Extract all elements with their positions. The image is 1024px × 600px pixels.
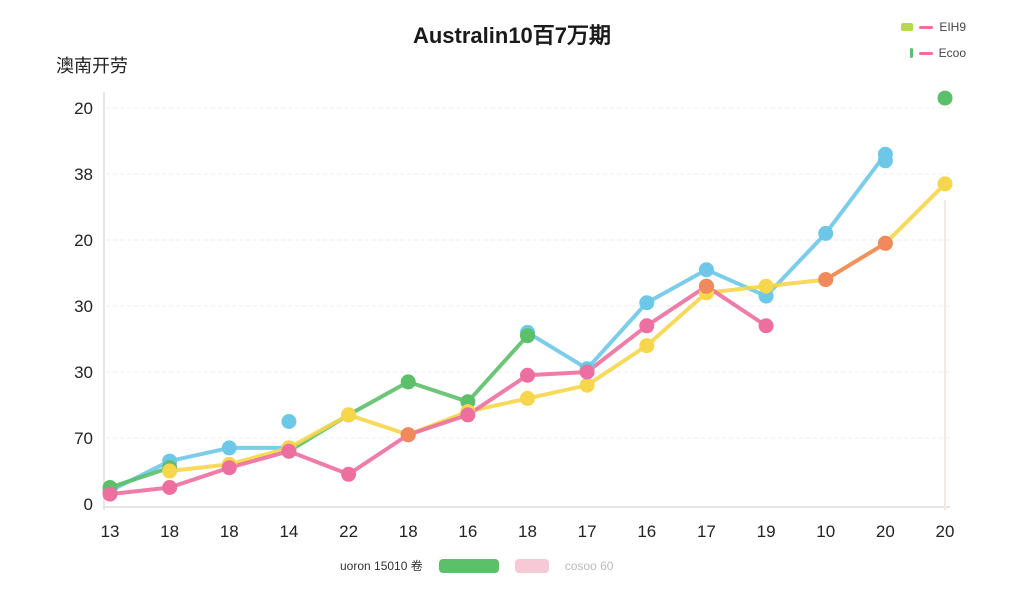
- series-line: [108, 284, 769, 497]
- legend-item-pink[interactable]: Ecoo: [901, 46, 966, 60]
- legend-item-blue[interactable]: EIH9: [901, 20, 966, 34]
- x-tick-label: 13: [101, 522, 120, 541]
- data-point: [221, 460, 237, 476]
- chart-title: Australin10百7万期: [412, 23, 612, 48]
- y-axis-label: 澳南开劳: [56, 56, 128, 76]
- legend-bottom-label: uoron 15010 卷: [340, 559, 423, 573]
- legend-bottom-label: cosoo 60: [564, 558, 614, 573]
- legend-swatch-pink: [919, 25, 934, 29]
- legend-label: Ecoo: [938, 46, 966, 60]
- legend-label: EIH9: [939, 20, 966, 34]
- data-point: [281, 414, 297, 429]
- data-point: [221, 440, 237, 456]
- y-tick-label: 0: [84, 495, 93, 514]
- x-tick-label: 20: [936, 522, 955, 541]
- data-point: [579, 377, 595, 393]
- y-tick-label: 30: [74, 363, 93, 382]
- x-tick-label: 16: [637, 522, 656, 541]
- x-tick-label: 16: [458, 522, 477, 541]
- series-line: [823, 241, 888, 282]
- data-point: [520, 328, 535, 344]
- data-point: [341, 407, 357, 423]
- data-point: [579, 364, 595, 380]
- legend-swatch-pink: [918, 51, 933, 55]
- legend-swatch-lime: [901, 23, 914, 31]
- data-point: [937, 90, 953, 106]
- data-point: [400, 374, 416, 390]
- x-tick-label: 20: [876, 522, 895, 541]
- x-tick-label: 17: [578, 522, 597, 541]
- series-line: [167, 181, 947, 473]
- data-point: [758, 318, 774, 334]
- legend-swatch-pink[interactable]: [514, 558, 549, 573]
- y-tick-label: 70: [74, 429, 93, 448]
- x-tick-label: 18: [160, 522, 179, 541]
- data-point: [162, 463, 178, 479]
- data-point: [877, 153, 893, 169]
- data-point: [400, 427, 416, 443]
- x-tick-label: 10: [816, 522, 835, 541]
- x-tick-label: 18: [399, 522, 418, 541]
- data-point: [698, 262, 714, 278]
- data-point: [520, 367, 535, 383]
- data-point: [877, 235, 893, 251]
- legend-swatch-green: [909, 48, 913, 58]
- y-tick-label: 38: [74, 165, 93, 184]
- data-point: [937, 176, 953, 192]
- legend-top: EIH9 Ecoo: [901, 20, 966, 72]
- data-point: [698, 278, 714, 294]
- data-point: [639, 318, 655, 334]
- data-point: [520, 390, 535, 406]
- data-point: [281, 443, 297, 459]
- data-point: [639, 338, 655, 354]
- y-tick-label: 20: [74, 231, 93, 250]
- data-point: [341, 466, 357, 482]
- data-point: [162, 480, 178, 495]
- data-point: [818, 225, 834, 241]
- x-tick-label: 18: [518, 522, 537, 541]
- x-tick-label: 22: [339, 522, 358, 541]
- x-tick-label: 17: [697, 522, 716, 541]
- x-tick-label: 19: [757, 522, 776, 541]
- data-point: [758, 278, 774, 294]
- y-tick-label: 30: [74, 297, 93, 316]
- data-point: [102, 486, 118, 502]
- x-tick-label: 14: [279, 522, 298, 541]
- data-point: [460, 407, 476, 423]
- data-point: [818, 272, 834, 288]
- y-tick-label: 20: [74, 99, 93, 118]
- x-tick-label: 18: [220, 522, 239, 541]
- series-line: [108, 465, 172, 490]
- legend-bottom: uoron 15010 卷 cosoo 60: [340, 557, 613, 574]
- data-point: [639, 295, 655, 311]
- series-line: [525, 152, 888, 371]
- legend-swatch-green[interactable]: [438, 558, 499, 573]
